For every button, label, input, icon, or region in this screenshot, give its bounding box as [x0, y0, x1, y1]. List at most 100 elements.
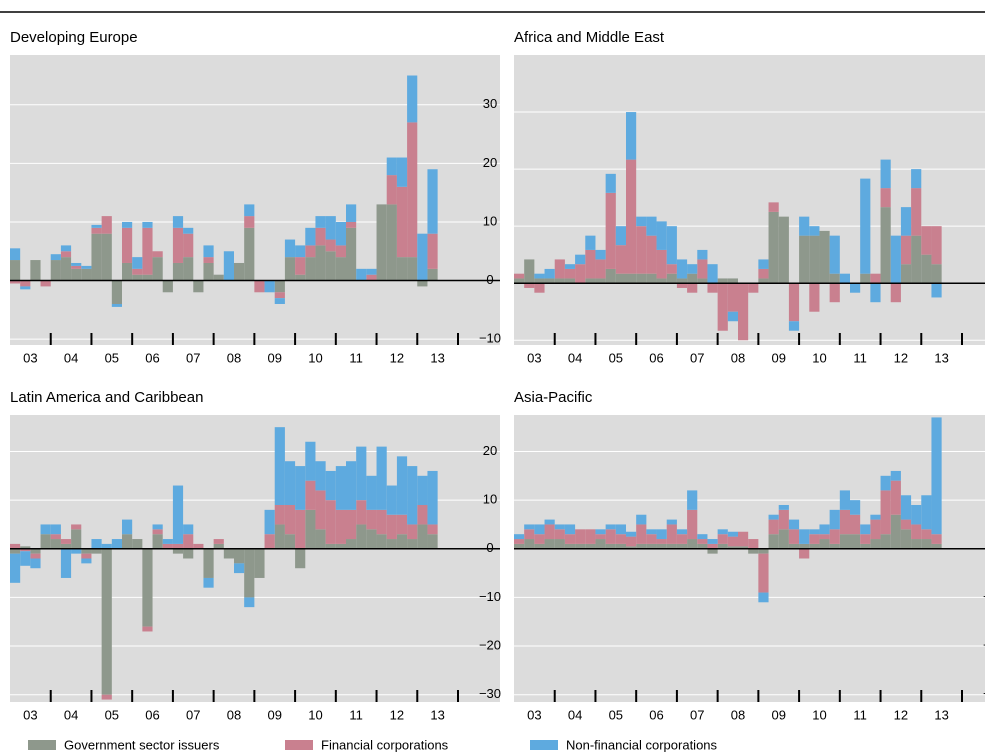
bar-segment: [132, 274, 143, 281]
bar-segment: [758, 553, 769, 593]
bar-segment: [727, 531, 738, 537]
bar-segment: [615, 273, 626, 284]
bar-segment: [244, 204, 255, 217]
bar-segment: [595, 259, 606, 279]
bar-segment: [890, 514, 901, 549]
bar-segment: [880, 475, 891, 491]
bar-segment: [768, 202, 779, 212]
bar-segment: [636, 273, 647, 284]
bar-segment: [554, 259, 565, 279]
bar-segment: [748, 548, 759, 554]
bar-segment: [564, 534, 576, 544]
bar-segment: [91, 539, 102, 549]
bar-segment: [40, 524, 51, 535]
bar-segment: [676, 543, 688, 549]
bar-segment: [534, 543, 545, 549]
bar-segment: [223, 548, 234, 559]
bar-segment: [839, 534, 850, 549]
x-tick-label: 08: [731, 350, 745, 365]
bar-segment: [799, 543, 810, 549]
bar-segment: [295, 548, 306, 569]
x-tick-label: 03: [23, 350, 37, 365]
bar-segment: [30, 548, 41, 554]
bar-segment: [407, 539, 418, 549]
bar-segment: [524, 283, 535, 288]
bar-segment: [366, 475, 377, 510]
bar-segment: [839, 509, 850, 535]
bar-segment: [264, 280, 275, 293]
bar-segment: [931, 283, 942, 298]
y-tick-label: 10: [483, 492, 497, 507]
bar-segment: [626, 536, 637, 547]
bar-segment: [778, 509, 789, 530]
bar-segment: [71, 548, 82, 554]
bar-segment: [727, 546, 738, 549]
bar-segment: [20, 551, 31, 566]
bar-segment: [758, 278, 769, 284]
bar-segment: [254, 548, 265, 578]
bar-segment: [738, 283, 749, 341]
bar-segment: [544, 268, 555, 279]
bar-segment: [829, 543, 840, 549]
bar-segment: [183, 233, 194, 258]
bar-segment: [687, 490, 698, 510]
bar-segment: [20, 548, 31, 552]
bar-segment: [615, 534, 626, 544]
bar-segment: [595, 539, 606, 549]
bar-segment: [193, 280, 204, 293]
bar-segment: [81, 553, 92, 559]
bar-segment: [809, 543, 820, 549]
x-tick-label: 04: [64, 707, 78, 722]
bar-segment: [335, 509, 346, 544]
bar-segment: [50, 524, 61, 535]
bar-segment: [554, 278, 565, 284]
bar-segment: [122, 519, 133, 535]
bar-segment: [396, 456, 408, 515]
x-tick-label: 07: [690, 707, 704, 722]
bar-segment: [575, 264, 586, 284]
bar-segment: [666, 273, 677, 284]
bar-segment: [799, 235, 810, 284]
bar-segment: [325, 543, 336, 549]
x-tick-label: 03: [527, 707, 541, 722]
bar-segment: [234, 548, 245, 564]
bar-segment: [315, 245, 326, 281]
bar-segment: [427, 534, 438, 549]
bar-segment: [758, 592, 769, 603]
x-tick-label: 11: [853, 350, 867, 365]
bar-segment: [554, 539, 565, 549]
bar-segment: [142, 548, 153, 627]
x-tick-label: 08: [227, 707, 241, 722]
bar-segment: [172, 227, 184, 263]
bar-segment: [514, 543, 525, 549]
bar-segment: [132, 257, 143, 269]
bar-segment: [284, 257, 296, 281]
bar-segment: [50, 534, 61, 540]
bar-segment: [396, 534, 408, 549]
bar-segment: [788, 321, 800, 331]
bar-segment: [809, 529, 820, 535]
bar-segment: [223, 251, 234, 281]
bar-segment: [819, 534, 830, 540]
bar-segment: [697, 539, 708, 544]
bar-segment: [264, 509, 275, 535]
bar-segment: [748, 283, 759, 293]
bar-segment: [707, 548, 718, 554]
bar-segment: [788, 283, 800, 322]
bar-segment: [900, 495, 912, 520]
bar-segment: [900, 519, 912, 530]
bar-segment: [880, 207, 891, 284]
bar-segment: [514, 273, 525, 279]
bar-segment: [900, 529, 912, 549]
bar-segment: [305, 245, 316, 258]
bar-segment: [646, 235, 657, 274]
bar-segment: [274, 298, 285, 304]
bar-segment: [636, 543, 647, 549]
bar-segment: [931, 264, 942, 284]
bar-segment: [50, 539, 61, 549]
bar-segment: [707, 543, 718, 549]
bar-segment: [40, 280, 51, 287]
bar-segment: [758, 548, 769, 554]
bar-segment: [605, 529, 616, 544]
bar-segment: [697, 249, 708, 260]
